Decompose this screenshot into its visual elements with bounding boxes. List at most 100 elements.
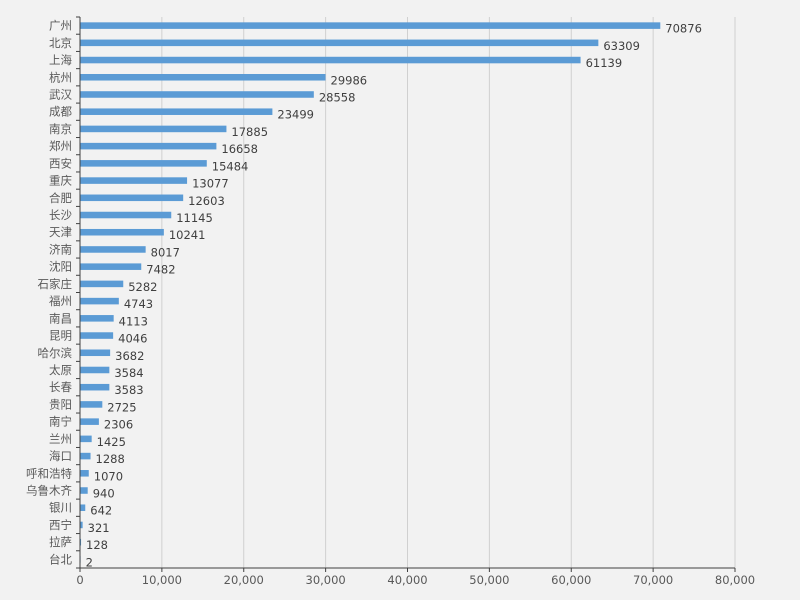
data-label: 16658	[221, 142, 258, 156]
data-label: 2725	[107, 400, 136, 414]
bar	[80, 538, 82, 546]
data-label: 1425	[97, 435, 126, 449]
category-label: 长沙	[49, 208, 72, 222]
bar	[80, 470, 89, 477]
x-tick-label: 10,000	[142, 573, 182, 587]
category-label: 合肥	[49, 191, 72, 205]
bar	[80, 22, 661, 29]
category-label: 杭州	[49, 70, 72, 84]
data-label: 4743	[124, 297, 153, 311]
category-label: 银川	[49, 501, 72, 515]
category-label: 沈阳	[49, 260, 72, 274]
bar	[80, 228, 164, 236]
bar	[80, 504, 86, 512]
bar	[80, 315, 114, 322]
x-tick-label: 20,000	[224, 573, 264, 587]
bar	[80, 366, 110, 374]
bar	[80, 91, 314, 98]
data-label: 23499	[277, 108, 314, 122]
bar	[80, 487, 88, 494]
category-label: 哈尔滨	[38, 346, 73, 360]
category-label: 太原	[49, 363, 72, 377]
bar	[80, 160, 207, 167]
category-label: 呼和浩特	[26, 466, 72, 480]
category-label: 西宁	[49, 518, 72, 532]
bar	[80, 56, 581, 64]
category-label: 南宁	[49, 415, 72, 429]
bar	[80, 383, 110, 391]
bar	[80, 521, 83, 529]
data-label: 63309	[603, 39, 640, 53]
data-label: 29986	[331, 73, 368, 87]
data-label: 4046	[118, 332, 147, 346]
data-label: 12603	[188, 194, 225, 208]
bar	[80, 246, 146, 253]
category-label: 兰州	[49, 432, 72, 446]
bar	[80, 108, 273, 115]
x-tick-label: 70,000	[633, 573, 673, 587]
bar	[80, 211, 172, 219]
data-label: 70876	[665, 22, 702, 36]
data-label: 3583	[114, 383, 143, 397]
bar	[80, 177, 188, 184]
data-label: 2	[86, 555, 93, 569]
bar	[80, 263, 142, 270]
data-label: 642	[90, 504, 112, 518]
data-label: 61139	[586, 56, 623, 70]
bar	[80, 297, 119, 305]
gridlines	[161, 17, 736, 568]
data-label: 7482	[146, 263, 175, 277]
category-label: 南昌	[49, 311, 72, 325]
category-label: 济南	[49, 242, 72, 256]
data-label: 28558	[319, 90, 356, 104]
bar	[80, 125, 227, 133]
bars	[80, 22, 661, 563]
category-label: 西安	[49, 156, 72, 170]
data-label: 17885	[231, 125, 268, 139]
x-tick-label: 60,000	[551, 573, 591, 587]
category-label: 广州	[49, 19, 72, 33]
bar	[80, 194, 184, 202]
data-label: 2306	[104, 418, 133, 432]
data-label: 4113	[119, 314, 148, 328]
category-label: 北京	[49, 36, 72, 50]
bar	[80, 349, 111, 357]
data-label: 3682	[115, 349, 144, 363]
bar	[80, 418, 99, 425]
data-label: 11145	[176, 211, 213, 225]
labels: 0 10,000 20,000 30,000 40,000 50,000 60,000 70,…	[26, 19, 755, 587]
bar	[80, 452, 91, 460]
category-label: 南京	[49, 122, 72, 136]
data-label: 8017	[151, 245, 180, 259]
category-label: 昆明	[49, 329, 72, 343]
category-label: 天津	[49, 225, 72, 239]
category-label: 贵阳	[49, 397, 72, 411]
category-label: 重庆	[49, 174, 72, 188]
data-label: 10241	[169, 228, 206, 242]
data-label: 5282	[128, 280, 157, 294]
data-label: 940	[93, 487, 115, 501]
x-tick-label: 30,000	[306, 573, 346, 587]
data-label: 321	[88, 521, 110, 535]
category-label: 上海	[49, 53, 72, 67]
x-tick-label: 50,000	[469, 573, 509, 587]
x-tick-label: 0	[76, 573, 83, 587]
category-label: 郑州	[49, 139, 72, 153]
bar	[80, 401, 103, 408]
category-label: 海口	[49, 449, 72, 463]
bar	[80, 332, 114, 339]
x-tick-label: 40,000	[387, 573, 427, 587]
data-label: 3584	[114, 366, 143, 380]
category-label: 石家庄	[38, 277, 73, 291]
category-label: 成都	[49, 105, 72, 119]
bar	[80, 39, 599, 47]
category-label: 台北	[49, 552, 72, 566]
category-label: 福州	[49, 294, 72, 308]
data-label: 15484	[212, 159, 249, 173]
category-label: 乌鲁木齐	[26, 484, 72, 498]
bar	[80, 435, 92, 443]
data-label: 1070	[94, 469, 123, 483]
bar	[80, 280, 124, 288]
category-label: 拉萨	[49, 535, 72, 549]
